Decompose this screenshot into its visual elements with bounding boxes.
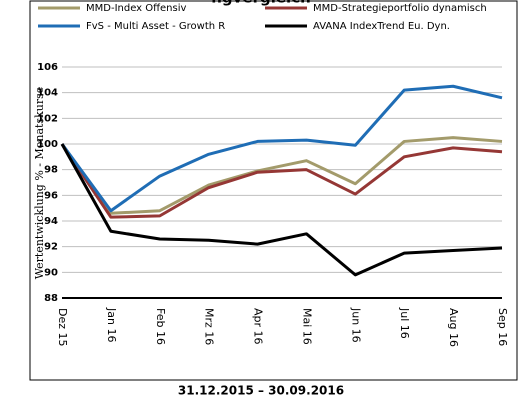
y-tick-label: 106 bbox=[37, 62, 58, 73]
series-line bbox=[60, 84, 503, 213]
y-tick-label: 92 bbox=[44, 242, 58, 253]
series-line bbox=[60, 143, 503, 277]
y-tick-label: 100 bbox=[37, 139, 58, 150]
legend-label: AVANA IndexTrend Eu. Dyn. bbox=[313, 21, 450, 32]
y-tick-label: 104 bbox=[37, 88, 58, 99]
chart-subtitle: 31.12.2015 – 30.09.2016 bbox=[178, 384, 344, 398]
y-tick-label: 94 bbox=[44, 216, 58, 227]
legend-label: MMD-Strategieportfolio dynamisch bbox=[313, 3, 487, 14]
x-tick-label: Jun 16 bbox=[349, 307, 362, 343]
x-tick-label: Jan 16 bbox=[105, 307, 118, 342]
y-axis-label: Wertentwicklung % - Monatskurse bbox=[33, 87, 46, 280]
x-tick-label: Sep 16 bbox=[496, 308, 509, 346]
y-tick-label: 102 bbox=[37, 113, 58, 124]
x-tick-label: Aug 16 bbox=[447, 308, 460, 347]
series-line bbox=[60, 136, 503, 215]
x-tick-label: Feb 16 bbox=[154, 308, 167, 345]
x-tick-label: Mai 16 bbox=[300, 308, 313, 345]
y-tick-label: 96 bbox=[44, 190, 58, 201]
y-tick-label: 98 bbox=[44, 165, 58, 176]
chart-frame bbox=[29, 0, 518, 381]
legend-label: MMD-Index Offensiv bbox=[86, 3, 187, 14]
y-tick-label: 90 bbox=[44, 267, 58, 278]
chart-title: ngvergleich bbox=[211, 0, 311, 7]
y-tick-label: 88 bbox=[44, 293, 58, 304]
x-tick-label: Dez 15 bbox=[56, 308, 69, 347]
x-tick-label: Apr 16 bbox=[252, 308, 265, 345]
x-tick-label: Mrz 16 bbox=[203, 308, 216, 345]
x-tick-label: Jul 16 bbox=[398, 307, 411, 339]
legend-label: FvS - Multi Asset - Growth R bbox=[86, 21, 225, 32]
series-line bbox=[60, 143, 503, 219]
